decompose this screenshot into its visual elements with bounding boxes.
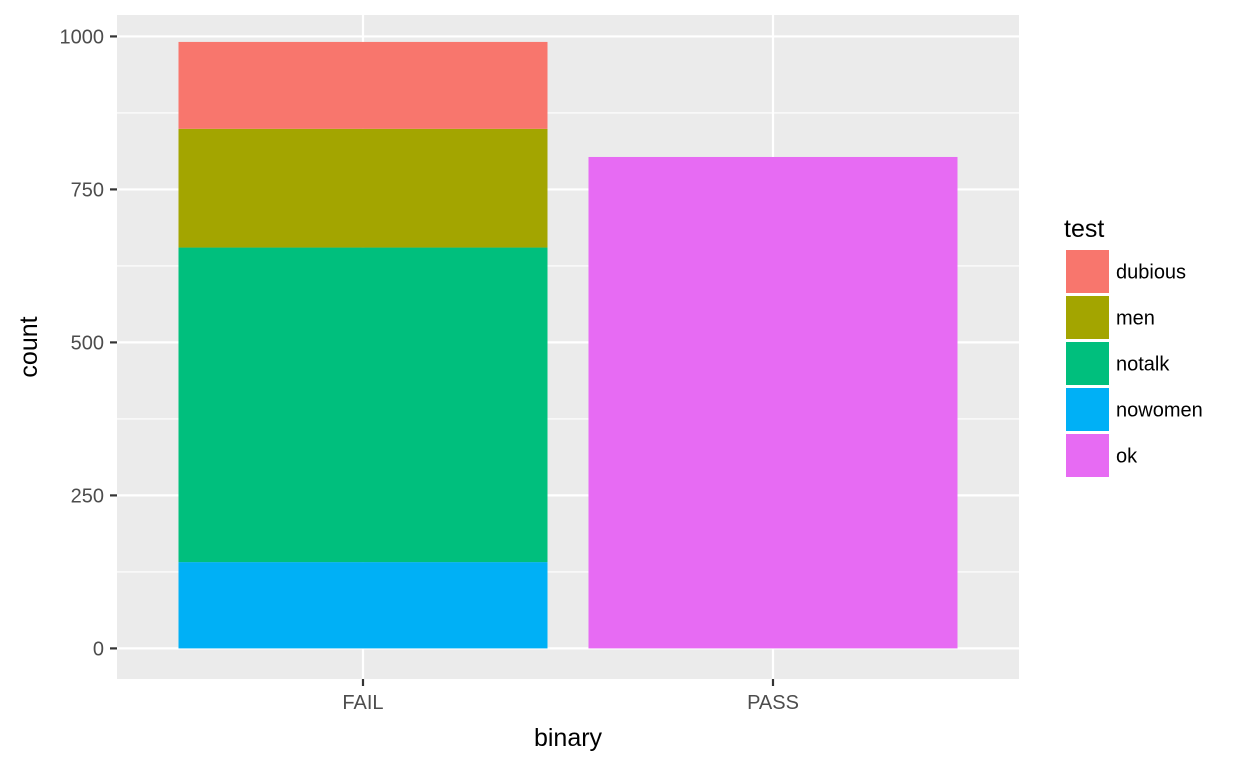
legend-key-notalk	[1066, 342, 1109, 385]
bar-fail-men	[178, 128, 548, 248]
y-tick-label: 750	[71, 179, 104, 201]
bar-fail-nowomen	[178, 562, 548, 649]
legend-title: test	[1064, 215, 1104, 243]
bar-fail-dubious	[178, 41, 548, 129]
legend: test dubious men notalk nowomen ok	[1064, 215, 1203, 477]
x-tick-label: FAIL	[342, 692, 383, 714]
legend-label-ok: ok	[1116, 446, 1138, 468]
legend-label-nowomen: nowomen	[1116, 400, 1203, 422]
x-axis: FAIL PASS	[342, 679, 799, 714]
legend-key-dubious	[1066, 250, 1109, 293]
legend-key-ok	[1066, 434, 1109, 477]
legend-label-men: men	[1116, 308, 1155, 330]
y-axis: 0 250 500 750 1000	[60, 26, 117, 660]
legend-key-men	[1066, 296, 1109, 339]
legend-key-nowomen	[1066, 388, 1109, 431]
y-tick-label: 0	[93, 638, 104, 660]
bars	[178, 41, 958, 649]
x-axis-title: binary	[534, 724, 603, 752]
y-tick-label: 500	[71, 332, 104, 354]
bar-pass-ok	[588, 156, 958, 649]
y-tick-label: 1000	[60, 26, 105, 48]
y-tick-label: 250	[71, 485, 104, 507]
bar-fail-notalk	[178, 247, 548, 563]
legend-label-notalk: notalk	[1116, 354, 1170, 376]
y-axis-title: count	[15, 316, 43, 377]
legend-label-dubious: dubious	[1116, 262, 1186, 284]
x-tick-label: PASS	[747, 692, 799, 714]
